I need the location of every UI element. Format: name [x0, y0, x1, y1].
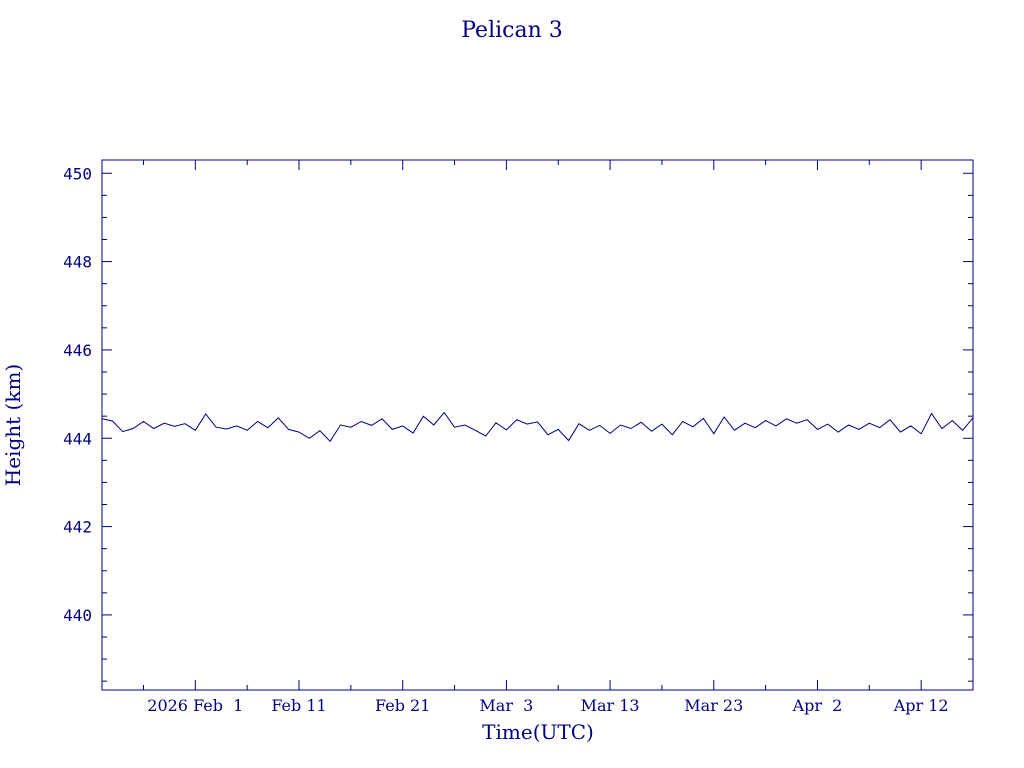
- x-tick-label: Mar 3: [479, 696, 533, 715]
- y-tick-label: 450: [63, 164, 92, 183]
- y-tick-label: 446: [63, 341, 92, 360]
- y-axis: 440 442 444 446 448 450: [63, 164, 973, 682]
- x-tick-label: Feb 11: [271, 696, 326, 715]
- y-tick-label: 440: [63, 606, 92, 625]
- x-tick-label: Mar 23: [684, 696, 743, 715]
- x-axis: 2026 Feb 1 Feb 11 Feb 21 Mar 3 Mar 13 Mar 23 A…: [142, 160, 974, 715]
- x-tick-label: Apr 2: [792, 696, 843, 715]
- x-tick-label: 2026 Feb 1: [147, 696, 243, 715]
- series-layer: [101, 411, 974, 443]
- chart-title: Pelican 3: [461, 18, 563, 43]
- x-tick-label: Apr 12: [893, 696, 949, 715]
- height-series-line: [101, 411, 974, 443]
- x-tick-label: Mar 13: [581, 696, 640, 715]
- y-tick-label: 448: [63, 253, 92, 272]
- x-axis-label: Time(UTC): [482, 720, 594, 744]
- y-tick-label: 444: [63, 429, 92, 448]
- x-tick-label: Feb 21: [375, 696, 430, 715]
- y-tick-label: 442: [63, 518, 92, 537]
- plot-frame: [101, 159, 974, 691]
- y-axis-label: Height (km): [1, 364, 25, 486]
